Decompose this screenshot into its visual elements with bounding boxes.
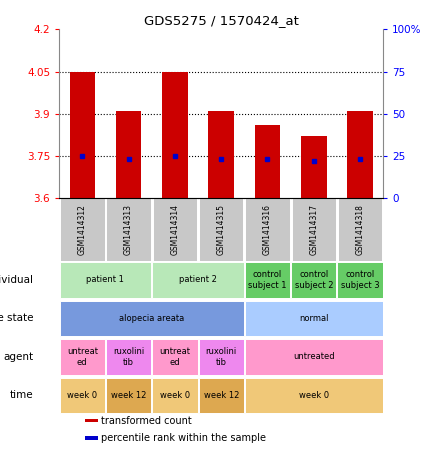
Bar <box>208 111 234 198</box>
Text: GSM1414315: GSM1414315 <box>217 204 226 255</box>
Bar <box>292 198 336 260</box>
Bar <box>162 72 187 198</box>
Bar <box>301 136 326 198</box>
Text: GSM1414314: GSM1414314 <box>170 204 180 255</box>
Text: normal: normal <box>299 314 328 323</box>
Text: untreat
ed: untreat ed <box>67 347 98 366</box>
Bar <box>245 378 383 413</box>
Bar <box>337 262 383 298</box>
Bar <box>60 378 105 413</box>
Bar <box>291 262 336 298</box>
Bar <box>152 339 198 375</box>
Bar <box>198 339 244 375</box>
Bar <box>199 198 244 260</box>
Text: patient 2: patient 2 <box>179 275 217 284</box>
Text: GSM1414313: GSM1414313 <box>124 204 133 255</box>
Text: untreated: untreated <box>293 352 335 361</box>
Text: GSM1414317: GSM1414317 <box>309 204 318 255</box>
Bar <box>60 198 105 260</box>
Bar <box>60 339 105 375</box>
Text: control
subject 2: control subject 2 <box>294 270 333 289</box>
Text: disease state: disease state <box>0 313 33 323</box>
Bar <box>152 378 198 413</box>
Text: untreat
ed: untreat ed <box>159 347 191 366</box>
Bar <box>198 378 244 413</box>
Bar <box>85 419 98 422</box>
Text: week 0: week 0 <box>160 391 190 400</box>
Text: transformed count: transformed count <box>101 415 192 425</box>
Polygon shape <box>56 388 59 403</box>
Bar <box>245 262 290 298</box>
Bar <box>347 111 373 198</box>
Bar <box>245 198 290 260</box>
Text: agent: agent <box>3 352 33 362</box>
Bar <box>338 198 382 260</box>
Text: ruxolini
tib: ruxolini tib <box>205 347 237 366</box>
Text: alopecia areata: alopecia areata <box>119 314 184 323</box>
Polygon shape <box>56 273 59 287</box>
Text: week 12: week 12 <box>111 391 146 400</box>
Bar <box>106 198 151 260</box>
Bar <box>106 378 151 413</box>
Bar <box>152 262 244 298</box>
Text: percentile rank within the sample: percentile rank within the sample <box>101 433 266 443</box>
Text: week 0: week 0 <box>67 391 97 400</box>
Bar <box>60 262 151 298</box>
Text: ruxolini
tib: ruxolini tib <box>113 347 144 366</box>
Bar <box>106 339 151 375</box>
Text: week 0: week 0 <box>299 391 329 400</box>
Bar <box>245 301 383 336</box>
Bar <box>70 72 95 198</box>
Bar <box>60 301 244 336</box>
Text: control
subject 1: control subject 1 <box>248 270 287 289</box>
Text: GSM1414312: GSM1414312 <box>78 204 87 255</box>
Text: time: time <box>10 390 33 400</box>
Bar <box>85 436 98 440</box>
Text: week 12: week 12 <box>204 391 239 400</box>
Title: GDS5275 / 1570424_at: GDS5275 / 1570424_at <box>144 14 299 27</box>
Text: patient 1: patient 1 <box>86 275 124 284</box>
Text: individual: individual <box>0 275 33 285</box>
Polygon shape <box>56 350 59 364</box>
Text: control
subject 3: control subject 3 <box>341 270 379 289</box>
Text: GSM1414318: GSM1414318 <box>356 204 364 255</box>
Bar <box>153 198 197 260</box>
Text: GSM1414316: GSM1414316 <box>263 204 272 255</box>
Bar <box>245 339 383 375</box>
Polygon shape <box>56 311 59 326</box>
Bar <box>255 125 280 198</box>
Bar <box>116 111 141 198</box>
